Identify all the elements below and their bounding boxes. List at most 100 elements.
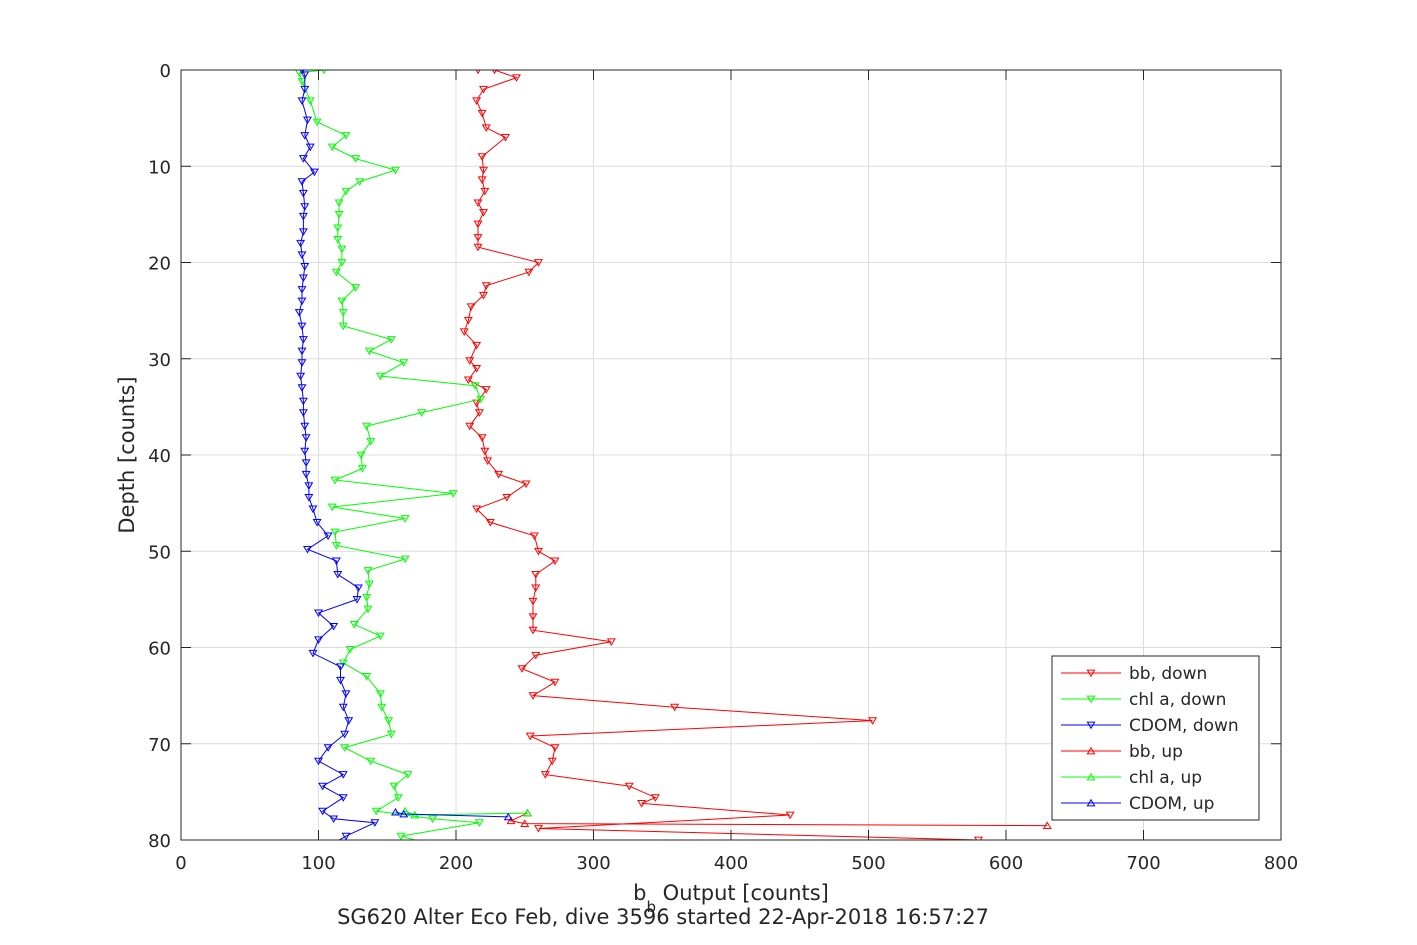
data-point xyxy=(480,447,490,456)
data-point xyxy=(298,155,308,163)
series-cdom-down xyxy=(294,70,380,870)
data-point xyxy=(363,567,373,575)
data-point xyxy=(304,493,314,502)
data-point xyxy=(334,210,344,219)
data-point xyxy=(375,690,385,698)
data-point xyxy=(363,605,373,614)
data-point xyxy=(337,864,344,870)
y-tick-label: 10 xyxy=(148,157,171,178)
legend-entry-bb-up: bb, up xyxy=(1061,742,1183,762)
data-point xyxy=(297,286,307,294)
legend-marker xyxy=(1086,772,1096,781)
legend-label: chl a, down xyxy=(1129,690,1226,710)
data-point xyxy=(386,730,396,739)
data-point xyxy=(301,459,311,467)
data-point xyxy=(494,470,504,479)
data-point xyxy=(524,849,531,855)
x-tick-label: 0 xyxy=(175,853,186,874)
data-point xyxy=(477,153,487,161)
y-tick-label: 0 xyxy=(160,61,171,82)
data-point xyxy=(341,832,351,840)
data-point xyxy=(472,97,482,106)
data-point xyxy=(531,584,541,593)
data-point xyxy=(331,268,341,277)
data-point xyxy=(637,800,647,808)
data-point xyxy=(473,199,483,208)
data-point xyxy=(521,480,531,489)
data-point xyxy=(319,847,326,853)
data-point xyxy=(396,832,406,840)
y-tick-label: 50 xyxy=(148,542,171,563)
legend-label: chl a, up xyxy=(1129,768,1202,788)
y-tick-label: 20 xyxy=(148,254,171,275)
legend-box xyxy=(1051,655,1260,821)
data-point xyxy=(528,597,538,606)
data-point xyxy=(472,364,482,373)
data-point xyxy=(371,807,381,816)
data-point xyxy=(485,518,495,527)
data-point xyxy=(472,341,482,350)
data-point xyxy=(502,493,512,502)
data-point xyxy=(382,881,389,887)
data-point xyxy=(395,862,402,868)
data-point xyxy=(331,542,341,550)
data-point xyxy=(473,220,483,229)
series-line-bb-up xyxy=(509,812,1048,827)
data-point xyxy=(345,646,355,654)
data-point xyxy=(465,357,475,365)
data-point xyxy=(400,555,410,564)
data-point xyxy=(506,816,516,825)
series-line-bb-down xyxy=(463,70,979,840)
data-point xyxy=(298,274,308,283)
data-point xyxy=(473,243,483,252)
data-point xyxy=(528,613,538,621)
data-point xyxy=(300,262,310,271)
y-tick-label: 30 xyxy=(148,350,171,371)
data-point xyxy=(974,836,983,840)
data-point xyxy=(446,847,453,853)
data-point xyxy=(355,178,365,186)
data-point xyxy=(330,476,340,485)
data-point xyxy=(331,557,341,566)
data-point xyxy=(296,372,306,381)
data-point xyxy=(428,815,438,824)
data-point xyxy=(314,757,323,766)
data-point xyxy=(399,809,409,818)
data-point xyxy=(534,825,543,833)
data-point xyxy=(298,336,308,344)
x-tick-label: 400 xyxy=(714,853,748,874)
data-point xyxy=(323,532,333,541)
data-point xyxy=(476,395,486,404)
data-point xyxy=(550,557,560,566)
data-point xyxy=(483,457,493,466)
data-point xyxy=(517,665,527,673)
data-point xyxy=(650,794,660,802)
data-point xyxy=(297,297,307,306)
data-point xyxy=(375,632,385,641)
data-point xyxy=(340,744,350,752)
data-point xyxy=(479,85,488,94)
data-point xyxy=(364,347,374,356)
data-point xyxy=(327,143,337,152)
data-point xyxy=(448,490,458,498)
series-line-chl-a-down xyxy=(298,70,482,840)
x-tick-label: 200 xyxy=(439,853,473,874)
data-point xyxy=(503,812,513,821)
data-point xyxy=(480,187,490,196)
data-point xyxy=(303,545,312,554)
data-point xyxy=(358,465,367,473)
data-point xyxy=(473,234,483,242)
data-point xyxy=(400,515,410,523)
data-point xyxy=(300,71,310,80)
data-point xyxy=(550,678,560,687)
tick-labels: 0 100 200 300 400 500 600 700 800 0 10 20 30 40 50 60 70… xyxy=(148,61,1298,874)
data-point xyxy=(366,757,376,766)
data-point xyxy=(391,166,400,175)
data-point xyxy=(294,309,304,317)
data-point xyxy=(481,124,491,132)
data-point xyxy=(399,359,409,367)
legend-label: CDOM, up xyxy=(1129,794,1214,814)
data-point xyxy=(868,717,878,725)
data-point xyxy=(377,703,387,712)
data-point xyxy=(338,659,348,668)
